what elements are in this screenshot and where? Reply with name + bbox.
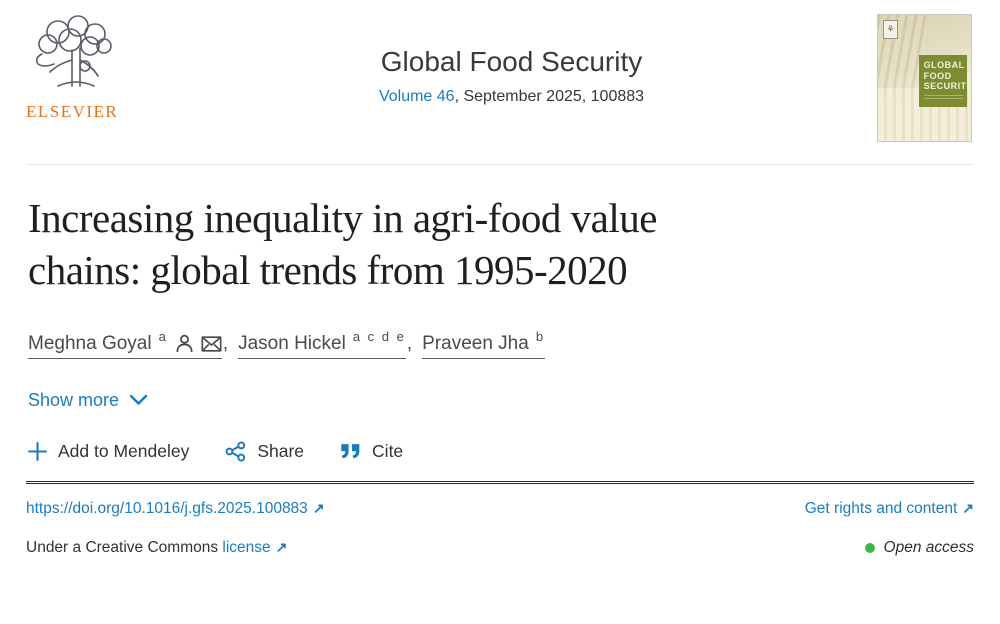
journal-issue-line: Volume 46, September 2025, 100883 [146,88,877,106]
person-icon [176,335,193,353]
journal-header: ELSEVIER Global Food Security Volume 46,… [0,0,1000,142]
cover-title-line2: FOOD [923,70,952,81]
open-access-label: Open access [883,538,974,556]
license-row: Under a Creative Commons license ↗ Open a… [26,539,974,557]
article-title-line2: chains: global trends from 1995-2020 [28,247,628,294]
author-affiliation-sup: a c d e [352,329,406,345]
author-jason-hickel[interactable]: Jason Hickel a c d e [238,329,406,359]
license-link-text: license [222,538,271,556]
plus-icon [28,441,47,461]
cite-button[interactable]: Cite [340,441,403,462]
author-name: Meghna Goyal [28,332,152,354]
open-access-dot-icon [864,542,875,553]
author-separator: , [222,332,229,354]
doi-link[interactable]: https://doi.org/10.1016/j.gfs.2025.10088… [26,500,325,518]
cover-subtitle-lines [923,95,963,102]
article-toolbar: Add to Mendeley Share [28,441,972,462]
article-title-line1: Increasing inequality in agri-food value [28,195,657,241]
share-label: Share [257,440,305,461]
license-link[interactable]: license ↗ [222,539,287,556]
show-more-label: Show more [28,389,120,410]
external-link-arrow-icon: ↗ [312,499,325,516]
cover-elsevier-mini-logo-icon: ⚘ [883,20,898,39]
elsevier-tree-icon [35,15,112,87]
doi-banner: https://doi.org/10.1016/j.gfs.2025.10088… [26,480,974,557]
chevron-down-icon [129,395,148,406]
author-affiliation-sup: a [158,329,168,345]
issue-info-text: , September 2025, 100883 [454,88,645,105]
get-rights-text: Get rights and content [804,499,958,517]
email-icon [201,336,222,352]
volume-link[interactable]: Volume 46 [378,88,455,105]
share-button[interactable]: Share [225,441,304,462]
elsevier-wordmark: ELSEVIER [26,102,119,121]
license-prefix-text: Under a Creative Commons [26,538,219,556]
article-head: Increasing inequality in agri-food value… [0,192,1000,462]
add-to-mendeley-button[interactable]: Add to Mendeley [28,441,189,462]
open-access-indicator: Open access [864,538,974,557]
share-icon [225,441,246,462]
author-praveen-jha[interactable]: Praveen Jha b [422,329,546,359]
cover-title-panel: GLOBAL FOOD SECURITY [918,55,972,108]
author-separator: , [406,332,413,354]
author-meghna-goyal[interactable]: Meghna Goyal a [28,329,222,359]
article-title: Increasing inequality in agri-food value… [28,192,972,297]
authors-row: Meghna Goyal a , Jason Hick [28,329,972,359]
author-name: Praveen Jha [422,332,529,354]
header-divider [26,164,974,165]
author-name: Jason Hickel [238,332,346,354]
journal-cover-thumbnail[interactable]: ⚘ GLOBAL FOOD SECURITY [877,14,972,142]
doi-row: https://doi.org/10.1016/j.gfs.2025.10088… [26,500,974,518]
add-to-mendeley-label: Add to Mendeley [58,440,190,461]
cite-label: Cite [372,440,404,461]
doi-link-text: https://doi.org/10.1016/j.gfs.2025.10088… [26,499,308,517]
get-rights-link[interactable]: Get rights and content ↗ [805,500,974,518]
external-link-arrow-icon: ↗ [275,538,288,555]
author-affiliation-sup: b [535,329,546,345]
cover-title-line3: SECURITY [923,81,972,91]
show-more-button[interactable]: Show more [28,390,148,411]
license-line: Under a Creative Commons license ↗ [26,539,287,557]
elsevier-logo[interactable]: ELSEVIER [26,14,146,122]
cover-title-line1: GLOBAL [923,60,965,71]
cite-quotes-icon [341,444,360,459]
journal-title-block: Global Food Security Volume 46, Septembe… [146,14,877,106]
journal-title-link[interactable]: Global Food Security [380,46,643,77]
external-link-arrow-icon: ↗ [962,499,974,516]
